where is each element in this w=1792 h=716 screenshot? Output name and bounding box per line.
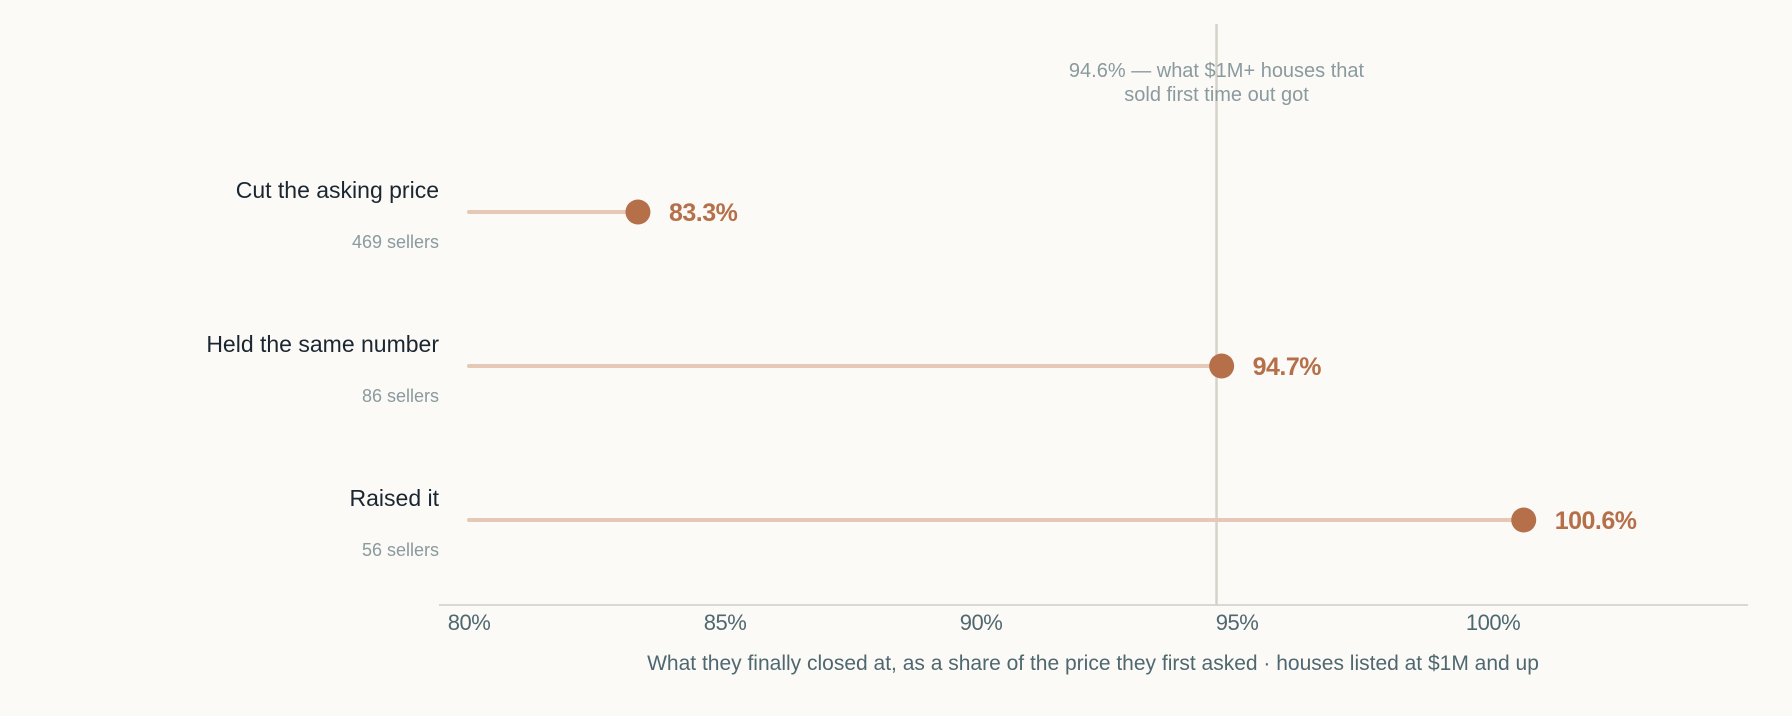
x-tick-label: 95% [1216,610,1259,635]
data-point [625,199,651,225]
seller-count: 469 sellers [352,232,439,252]
category-label: Cut the asking price [236,177,439,203]
data-point [1209,353,1235,379]
category-label: Held the same number [206,331,439,357]
value-label: 83.3% [669,199,738,227]
x-axis-title: What they finally closed at, as a share … [647,652,1539,675]
x-tick-label: 100% [1466,610,1520,635]
value-label: 100.6% [1555,507,1637,535]
x-tick-label: 90% [960,610,1003,635]
data-point [1511,507,1537,533]
x-tick-label: 80% [448,610,491,635]
category-label: Raised it [350,485,440,511]
reference-note: sold first time out got [1124,84,1309,106]
seller-count: 86 sellers [362,386,439,406]
seller-count: 56 sellers [362,540,439,560]
reference-note: 94.6% — what $1M+ houses that [1069,60,1365,82]
x-tick-label: 85% [704,610,747,635]
value-label: 94.7% [1253,353,1322,381]
